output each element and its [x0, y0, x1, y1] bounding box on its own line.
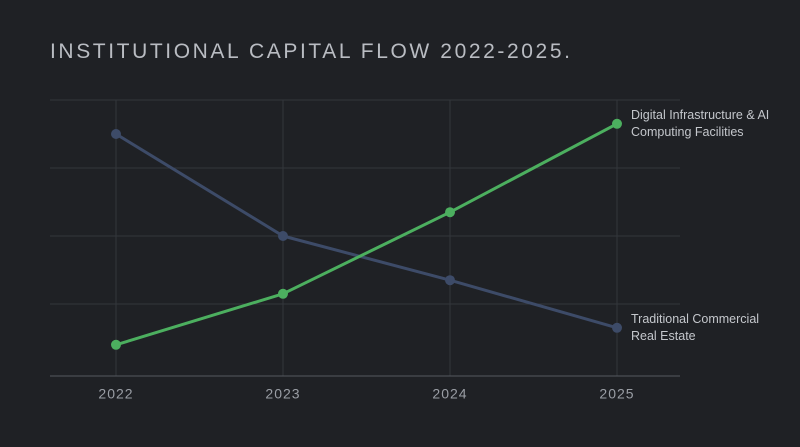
series-label: Digital Infrastructure & AI Computing Fa… — [631, 107, 770, 139]
point — [111, 129, 121, 139]
point — [278, 288, 288, 299]
series-label: Traditional Commercial Real Estate — [631, 311, 760, 343]
chart-title: INSTITUTIONAL CAPITAL FLOW 2022-2025. — [50, 40, 573, 63]
x-tick-label: 2024 — [432, 386, 467, 402]
point — [278, 231, 288, 241]
series-line — [115, 122, 618, 347]
x-tick-label: 2023 — [265, 386, 300, 402]
x-tick-label: 2022 — [98, 386, 133, 402]
point — [111, 339, 121, 350]
point — [612, 322, 622, 333]
series-line — [115, 132, 618, 330]
point — [445, 275, 455, 286]
x-tick-label: 2025 — [599, 386, 634, 402]
point — [445, 207, 455, 218]
point — [612, 118, 622, 129]
